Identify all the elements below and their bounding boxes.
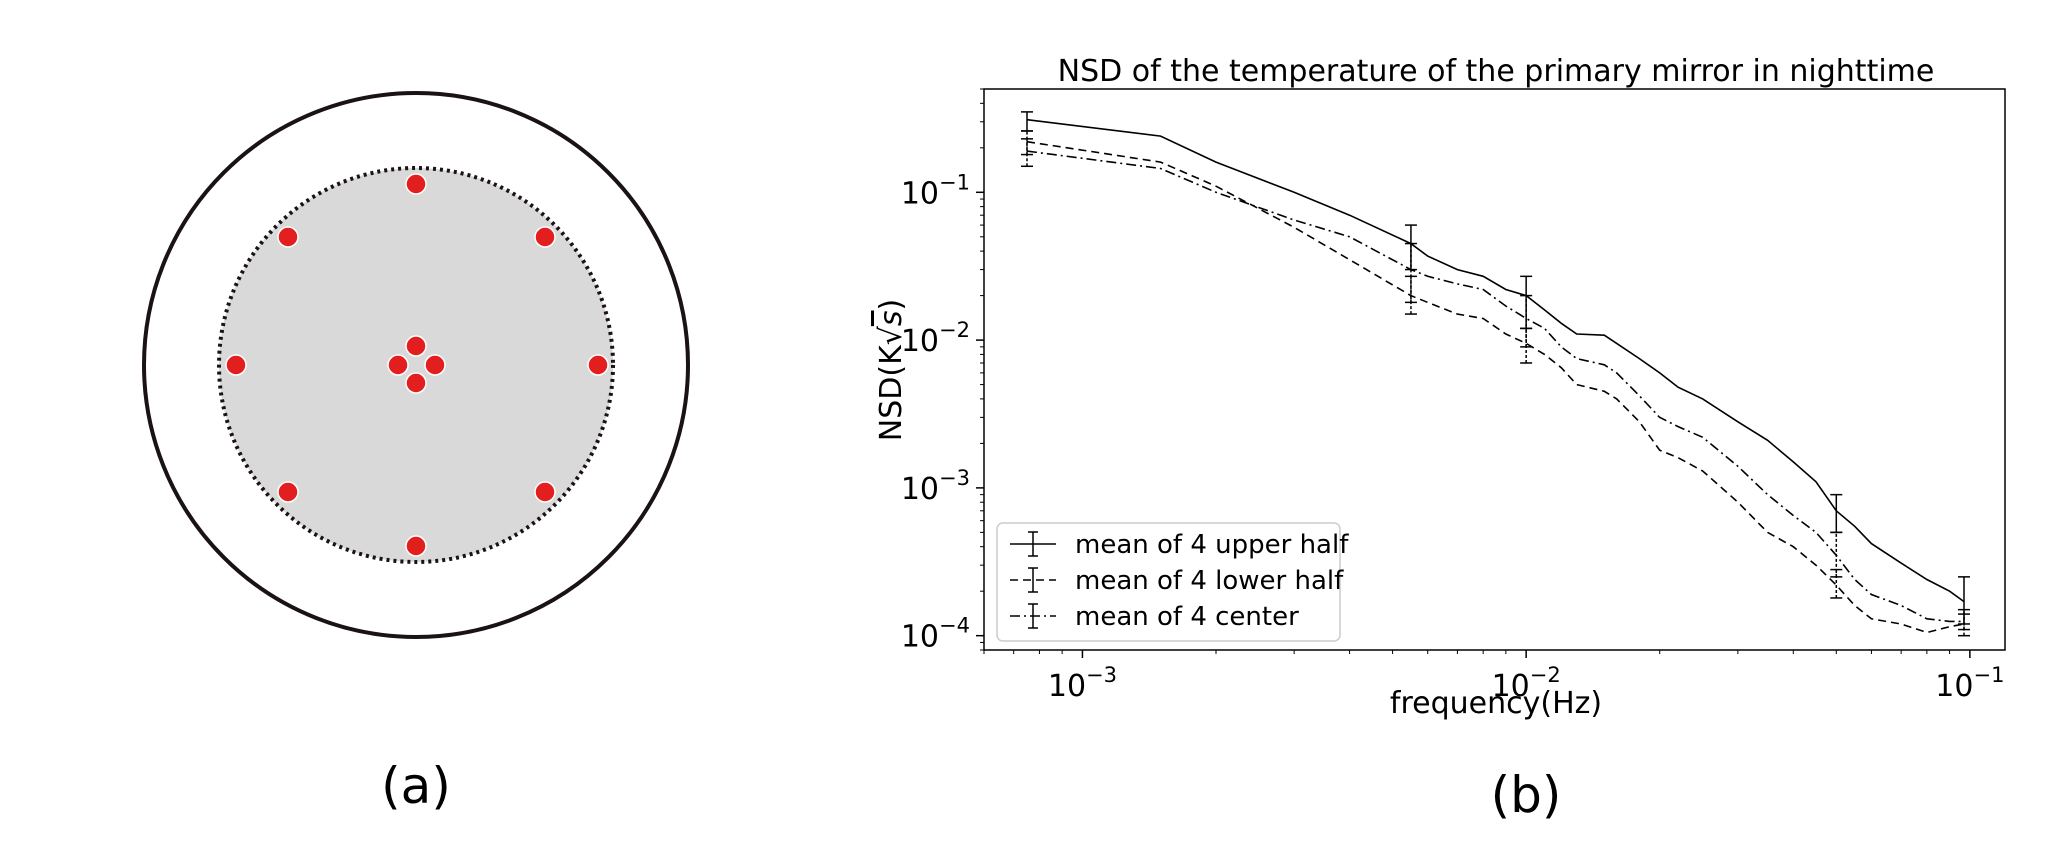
legend-entry: mean of 4 lower half bbox=[1010, 566, 1344, 596]
x-tick-label: 10−2 bbox=[1492, 663, 1561, 704]
error-bar bbox=[1021, 138, 1034, 168]
legend-box bbox=[996, 522, 1341, 642]
y-tick-label: 10−4 bbox=[901, 614, 970, 655]
sensor-dot bbox=[534, 481, 556, 503]
sensor-dot bbox=[277, 481, 299, 503]
error-bar bbox=[1520, 294, 1533, 348]
y-tick-label: 10−1 bbox=[901, 170, 970, 211]
legend-label: mean of 4 lower half bbox=[1075, 566, 1344, 596]
y-axis-label-text: NSD(K√s) bbox=[874, 299, 909, 441]
x-axis: 10−3 10−2 10−1 bbox=[983, 650, 2004, 704]
legend-label: mean of 4 upper half bbox=[1075, 530, 1349, 560]
x-tick-label: 10−1 bbox=[1935, 663, 2004, 704]
error-bar bbox=[1830, 568, 1843, 599]
sensor-dot bbox=[405, 173, 427, 195]
panel-a-diagram bbox=[142, 91, 690, 639]
x-tick-label: 10−3 bbox=[1048, 663, 1117, 704]
sensor-dot bbox=[225, 354, 247, 376]
legend-entry: mean of 4 center bbox=[1010, 602, 1299, 632]
sensor-dot bbox=[587, 354, 609, 376]
sensor-dot bbox=[405, 372, 427, 394]
sensor-dot bbox=[405, 335, 427, 357]
y-tick-label: 10−3 bbox=[901, 466, 970, 507]
error-bar bbox=[1021, 111, 1034, 132]
sensor-dot bbox=[405, 535, 427, 557]
panel-a-label: (a) bbox=[381, 757, 451, 815]
sensor-dot bbox=[387, 354, 409, 376]
y-axis-label: NSD(K√s) bbox=[874, 299, 909, 441]
legend-entry: mean of 4 upper half bbox=[1010, 530, 1349, 560]
series-layer bbox=[1021, 111, 1970, 637]
x-axis-label: frequency(Hz) bbox=[1390, 686, 1602, 721]
sensor-dot bbox=[424, 354, 446, 376]
y-tick-label: 10−2 bbox=[901, 318, 970, 359]
panel-b-label: (b) bbox=[1491, 766, 1562, 824]
sensor-dot bbox=[277, 226, 299, 248]
legend-label: mean of 4 center bbox=[1075, 602, 1299, 632]
error-bar bbox=[1830, 531, 1843, 578]
sensor-group bbox=[225, 173, 609, 557]
legend-items: mean of 4 upper half mean of 4 lower half… bbox=[1010, 530, 1349, 632]
mirror-disk bbox=[217, 166, 615, 564]
y-axis: 10−1 10−2 10−3 10−4 bbox=[901, 88, 984, 655]
sensor-dot bbox=[534, 226, 556, 248]
chart-title: NSD of the temperature of the primary mi… bbox=[1058, 54, 1935, 89]
error-bar bbox=[1404, 242, 1417, 304]
nsd-chart: NSD of the temperature of the primary mi… bbox=[874, 54, 2006, 824]
error-bar bbox=[1957, 608, 1970, 631]
plot-frame bbox=[983, 88, 2006, 651]
legend: mean of 4 upper half mean of 4 lower half… bbox=[996, 522, 1349, 642]
